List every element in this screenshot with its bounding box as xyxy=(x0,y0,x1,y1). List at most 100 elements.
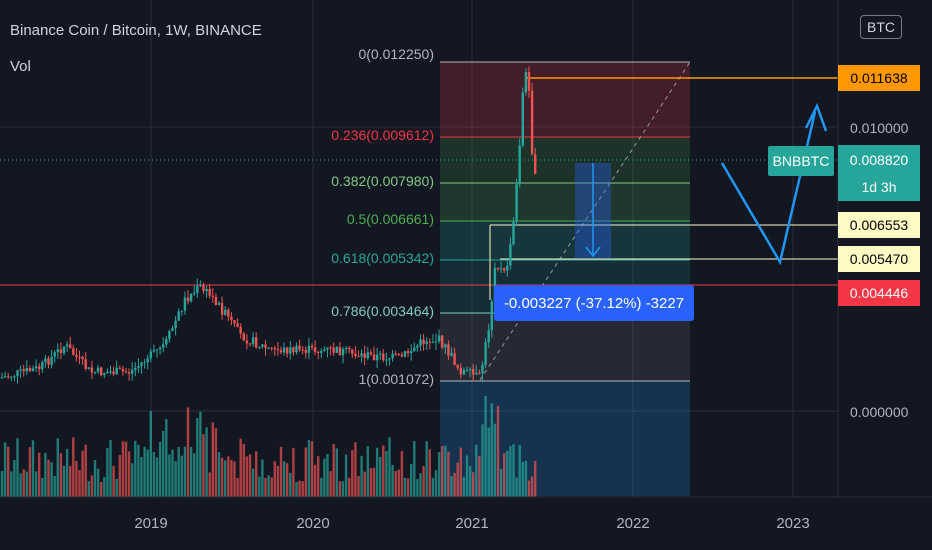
volume-bar xyxy=(413,441,416,497)
price-label-3: 0.004446 xyxy=(850,285,909,301)
volume-bar xyxy=(360,455,363,497)
candle-body xyxy=(351,349,354,354)
candle-body xyxy=(304,349,307,353)
candle-body xyxy=(258,346,261,348)
candle-body xyxy=(109,371,112,373)
candle-body xyxy=(273,348,276,350)
candle-body xyxy=(524,72,528,93)
candles xyxy=(0,66,537,384)
volume-bar xyxy=(189,447,193,497)
candle-body xyxy=(397,354,400,356)
candle-body xyxy=(394,353,397,355)
volume-bar xyxy=(341,481,345,497)
candle-body xyxy=(419,339,422,346)
candle-body xyxy=(38,366,41,370)
symbol-tag: BNBBTC xyxy=(773,153,830,169)
volume-bar xyxy=(298,480,301,497)
candle-body xyxy=(134,367,137,370)
candle-body xyxy=(301,349,304,351)
fib-label-0.786: 0.786(0.003464) xyxy=(331,303,434,319)
projection-path xyxy=(720,111,817,266)
candle-body xyxy=(41,362,44,370)
volume-bar xyxy=(323,458,326,497)
volume-bar xyxy=(183,446,187,497)
candle-body xyxy=(69,344,72,349)
volume-bar xyxy=(199,411,202,497)
projection-arrow-head xyxy=(804,102,828,132)
volume-bar xyxy=(527,480,531,497)
volume-bar xyxy=(3,442,7,497)
volume-bar xyxy=(230,459,233,497)
volume-bar xyxy=(255,451,258,497)
volume-bar xyxy=(93,460,97,497)
candle-body xyxy=(56,349,59,353)
chart-legend-vol: Vol xyxy=(10,58,31,75)
volume-bar xyxy=(245,456,249,497)
candle-body xyxy=(375,354,379,361)
volume-bar xyxy=(109,440,112,497)
candle-body xyxy=(509,244,512,266)
price-label-bg xyxy=(838,65,920,91)
volume-bar xyxy=(13,460,16,497)
volume-bar xyxy=(205,427,208,497)
volume-bar xyxy=(286,463,289,497)
candle-body xyxy=(227,309,230,317)
volume-bar xyxy=(220,457,224,497)
volume-bar xyxy=(499,468,503,497)
measure-tool: -0.003227 (-37.12%) -3227 xyxy=(494,163,694,321)
candle-body xyxy=(515,184,518,222)
candle-body xyxy=(177,311,180,321)
volume-bar xyxy=(304,447,307,497)
candle-body xyxy=(208,288,211,296)
candle-body xyxy=(25,368,28,372)
candle-body xyxy=(490,301,493,331)
fib-label-0.382: 0.382(0.007980) xyxy=(331,173,434,189)
volume-bar xyxy=(369,467,373,497)
current-price: 0.008820 xyxy=(850,152,909,168)
candle-body xyxy=(53,352,56,357)
volume-bar xyxy=(127,451,131,497)
volume-bar xyxy=(69,465,72,497)
volume-bar xyxy=(84,444,87,497)
volume-bar xyxy=(441,446,444,497)
volume-bar xyxy=(363,471,366,497)
volume-bar xyxy=(444,445,447,497)
candle-body xyxy=(22,369,25,372)
candle-body xyxy=(152,350,156,352)
candle-body xyxy=(496,267,500,269)
x-tick-2020: 2020 xyxy=(296,515,329,532)
candle-body xyxy=(251,337,255,345)
candle-body xyxy=(131,369,134,374)
volume-bar xyxy=(509,446,512,497)
candle-body xyxy=(3,376,7,378)
candle-body xyxy=(320,350,323,353)
volume-bar xyxy=(453,472,456,497)
volume-bar xyxy=(115,478,118,497)
candle-body xyxy=(416,345,419,348)
candle-body xyxy=(10,376,13,378)
candle-body xyxy=(506,265,509,271)
volume-bar xyxy=(217,452,221,497)
candle-body xyxy=(81,356,84,360)
chart-legend-title: Binance Coin / Bitcoin, 1W, BINANCE xyxy=(10,22,262,39)
candle-body xyxy=(431,342,435,344)
currency-button[interactable]: BTC xyxy=(860,15,902,39)
fib-levels: 0(0.012250) 0.236(0.009612) 0.382(0.007980… xyxy=(331,46,690,387)
volume-bar xyxy=(106,447,109,497)
grid xyxy=(0,0,838,497)
candle-body xyxy=(282,347,286,353)
volume-bar xyxy=(310,441,314,497)
volume-bar xyxy=(515,477,518,497)
volume-bar xyxy=(493,423,497,497)
fib-label-0.5: 0.5(0.006661) xyxy=(347,211,434,227)
candle-body xyxy=(174,320,177,329)
fib-band xyxy=(440,221,690,260)
volume-bar xyxy=(22,469,25,497)
volume-bar xyxy=(329,471,332,497)
candle-body xyxy=(261,344,264,347)
volume-bar xyxy=(462,476,466,497)
candle-body xyxy=(286,347,289,354)
candle-body xyxy=(453,353,456,366)
candle-body xyxy=(239,326,242,334)
